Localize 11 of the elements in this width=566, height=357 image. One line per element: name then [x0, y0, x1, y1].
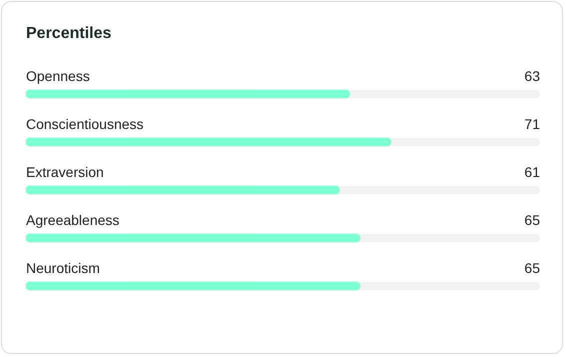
data-label: 63 [524, 68, 540, 84]
y-tick-label: Neuroticism [26, 260, 100, 276]
data-label: 61 [524, 164, 540, 180]
y-tick-label: Openness [26, 68, 90, 84]
chart-title: Percentiles [26, 25, 112, 43]
y-tick-label: Conscientiousness [26, 116, 144, 132]
y-tick-label: Extraversion [26, 164, 104, 180]
data-label: 65 [524, 212, 540, 228]
data-label: 71 [524, 116, 540, 132]
data-label: 65 [524, 260, 540, 276]
y-tick-label: Agreeableness [26, 212, 120, 228]
